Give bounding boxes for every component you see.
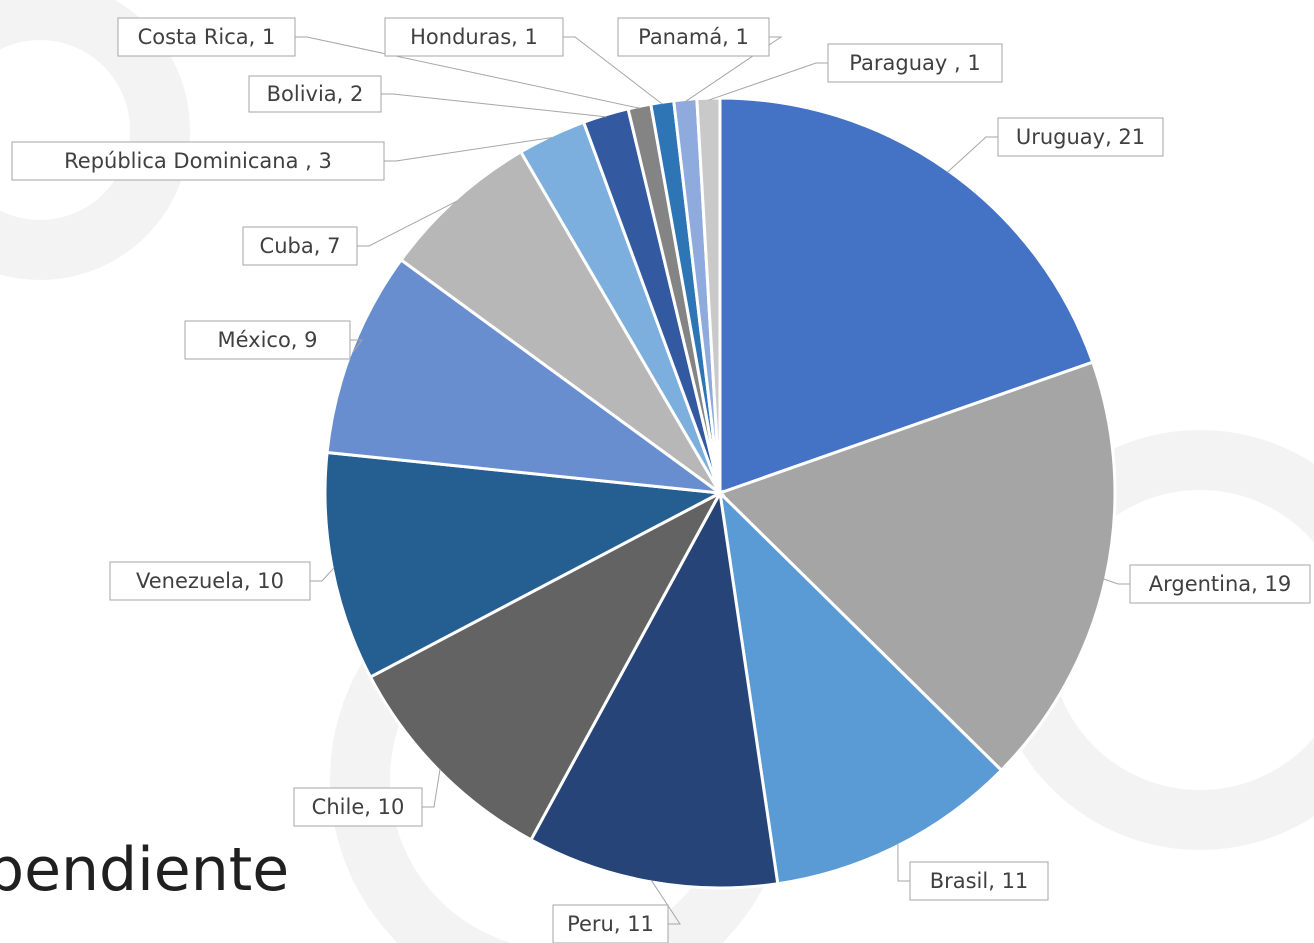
data-label: Chile, 10 bbox=[312, 795, 405, 819]
data-label: Peru, 11 bbox=[567, 912, 654, 936]
label-box bbox=[109, 561, 311, 601]
label-box bbox=[293, 787, 423, 827]
label-box bbox=[248, 75, 382, 113]
label-box bbox=[242, 226, 358, 266]
data-label: Bolivia, 2 bbox=[267, 82, 364, 106]
leader-line bbox=[381, 93, 607, 118]
data-label: Paraguay , 1 bbox=[849, 51, 980, 75]
data-label: Honduras, 1 bbox=[410, 25, 538, 49]
label-box bbox=[1129, 564, 1311, 604]
label-box bbox=[617, 17, 770, 57]
labels: Uruguay, 21 Argentina, 19 Brasil, 11 Peru, … bbox=[11, 17, 1311, 943]
data-label: Venezuela, 10 bbox=[136, 569, 284, 593]
slices bbox=[323, 96, 1117, 890]
label-box bbox=[184, 320, 351, 360]
leader-line bbox=[310, 567, 335, 582]
label-box bbox=[827, 43, 1003, 83]
leader-line bbox=[685, 36, 783, 102]
leader-line bbox=[708, 62, 828, 101]
leader-line bbox=[422, 768, 441, 808]
label-box bbox=[384, 17, 564, 57]
leader-line bbox=[897, 843, 910, 882]
pie-slice bbox=[695, 96, 722, 494]
pie-slice bbox=[323, 450, 726, 679]
background-text: pendiente bbox=[0, 835, 289, 905]
leader-line bbox=[946, 136, 998, 173]
pie-slice bbox=[325, 257, 726, 496]
leader-line bbox=[563, 36, 663, 105]
label-box bbox=[11, 141, 385, 181]
data-label: Costa Rica, 1 bbox=[138, 25, 276, 49]
leader-line bbox=[650, 879, 681, 925]
label-box bbox=[552, 904, 669, 943]
label-box bbox=[117, 17, 296, 57]
leader-line bbox=[350, 339, 363, 353]
pie-slice bbox=[399, 149, 722, 495]
leader-line bbox=[295, 36, 640, 109]
data-label: Brasil, 11 bbox=[930, 869, 1029, 893]
pie-slice bbox=[717, 488, 1004, 886]
data-label: Cuba, 7 bbox=[260, 234, 341, 258]
data-label: República Dominicana , 3 bbox=[64, 149, 332, 173]
label-box bbox=[909, 861, 1049, 901]
leader-line bbox=[384, 137, 553, 162]
pie-slice bbox=[368, 489, 724, 842]
data-label: Argentina, 19 bbox=[1149, 572, 1292, 596]
data-label: México, 9 bbox=[217, 328, 317, 352]
leader-line bbox=[1103, 578, 1130, 585]
pie-slice bbox=[528, 488, 780, 890]
data-label: Uruguay, 21 bbox=[1016, 125, 1145, 149]
data-label: Panamá, 1 bbox=[638, 25, 749, 49]
leader-line bbox=[357, 200, 457, 247]
label-box bbox=[997, 117, 1164, 157]
